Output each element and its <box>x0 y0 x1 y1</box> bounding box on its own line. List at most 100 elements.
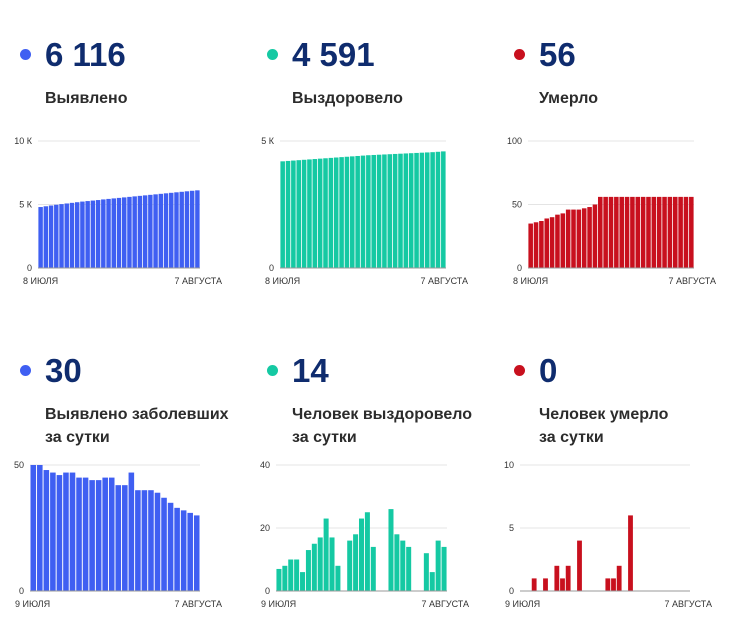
bar <box>116 197 122 268</box>
bar <box>74 202 80 268</box>
bar <box>531 578 537 591</box>
bar <box>656 196 662 268</box>
bar <box>76 477 82 591</box>
bar <box>605 578 611 591</box>
legend-dot <box>20 49 31 60</box>
bar <box>85 201 90 268</box>
bar <box>544 218 550 268</box>
bar <box>358 518 365 591</box>
bar <box>54 204 59 268</box>
bar <box>403 153 409 268</box>
bar <box>646 196 651 268</box>
bar <box>127 196 132 268</box>
bar <box>628 515 633 591</box>
x-start-label: 8 ИЮЛЯ <box>23 276 58 286</box>
bar <box>169 192 174 268</box>
bar <box>376 154 382 268</box>
bar <box>672 196 678 268</box>
bar <box>554 565 560 591</box>
bar <box>30 465 37 591</box>
bar <box>592 204 598 268</box>
bar <box>678 196 683 268</box>
metric-label-line: Человек умерло <box>539 406 669 423</box>
bar <box>301 159 307 268</box>
bar <box>419 152 425 268</box>
bar-chart: 0 50 9 ИЮЛЯ 7 АВГУСТА <box>14 460 222 609</box>
x-end-label: 7 АВГУСТА <box>174 276 222 286</box>
x-end-label: 7 АВГУСТА <box>174 599 222 609</box>
y-tick-label: 5 <box>509 523 514 533</box>
bar <box>317 158 323 268</box>
bar <box>430 152 435 268</box>
y-tick-label: 0 <box>517 263 522 273</box>
legend-dot <box>514 49 525 60</box>
bar <box>37 465 43 591</box>
panel-died-daily: 0 Человек умерло за сутки 0 5 10 9 ИЮЛЯ 7 АВГУС… <box>494 316 741 630</box>
bar-chart: 0 20 40 9 ИЮЛЯ 7 АВГУСТА <box>260 460 469 609</box>
bar-chart: 0 5 К 10 К 8 ИЮЛЯ 7 АВГУСТА <box>14 136 222 286</box>
metric-label-line: за сутки <box>539 429 604 446</box>
bar <box>305 550 311 591</box>
x-end-label: 7 АВГУСТА <box>668 276 716 286</box>
bar <box>353 534 359 591</box>
y-tick-label: 50 <box>512 200 522 210</box>
metric-label-line: Человек выздоровело <box>292 406 473 423</box>
bar <box>364 512 370 591</box>
big-number: 14 <box>292 352 329 389</box>
bar <box>555 214 560 268</box>
bar <box>108 477 115 591</box>
bar <box>398 153 403 268</box>
y-tick-label: 0 <box>27 263 32 273</box>
bar <box>388 509 394 591</box>
bar <box>614 196 619 268</box>
x-start-label: 8 ИЮЛЯ <box>513 276 548 286</box>
legend-dot <box>267 49 278 60</box>
bar <box>288 559 294 591</box>
bar <box>624 196 630 268</box>
x-start-label: 9 ИЮЛЯ <box>15 599 50 609</box>
bar <box>82 477 89 591</box>
bar <box>414 152 419 268</box>
bar <box>683 196 689 268</box>
bar <box>539 221 544 268</box>
big-number: 4 591 <box>292 36 375 73</box>
metric-label: Человек умерло за сутки <box>539 403 668 449</box>
bar <box>370 546 376 591</box>
bar <box>441 546 447 591</box>
bar <box>48 205 54 268</box>
bar <box>174 507 180 591</box>
bar <box>158 193 164 268</box>
bar <box>333 157 339 268</box>
bar <box>95 200 101 268</box>
bar <box>577 540 582 591</box>
bar <box>64 203 69 268</box>
y-tick-label: 10 <box>504 460 514 470</box>
panel-detected-total: 6 116 Выявлено 0 5 К 10 К 8 ИЮЛЯ 7 АВГУСТА <box>0 0 247 314</box>
bar <box>296 160 302 268</box>
metric-label: Выявлено заболевших за сутки <box>45 403 229 449</box>
bar <box>366 155 371 268</box>
metric-label-line: за сутки <box>292 429 357 446</box>
bar <box>90 200 96 268</box>
bar <box>355 155 360 268</box>
bar <box>89 480 95 591</box>
bar <box>102 477 108 591</box>
bar <box>560 213 566 268</box>
bar <box>360 155 366 268</box>
bar <box>339 157 344 268</box>
bar <box>441 151 446 268</box>
bar <box>635 196 641 268</box>
bar <box>371 154 376 268</box>
bar <box>167 502 174 591</box>
bar <box>608 196 614 268</box>
bar <box>280 161 285 268</box>
y-tick-label: 20 <box>260 523 270 533</box>
bar <box>141 490 148 591</box>
bar <box>394 534 400 591</box>
y-tick-label: 10 К <box>14 136 33 146</box>
x-start-label: 9 ИЮЛЯ <box>505 599 540 609</box>
metric-label: Выздоровело <box>292 87 403 110</box>
bar-chart: 0 5 К 8 ИЮЛЯ 7 АВГУСТА <box>261 136 468 286</box>
bar <box>311 543 317 591</box>
bar <box>581 208 587 268</box>
